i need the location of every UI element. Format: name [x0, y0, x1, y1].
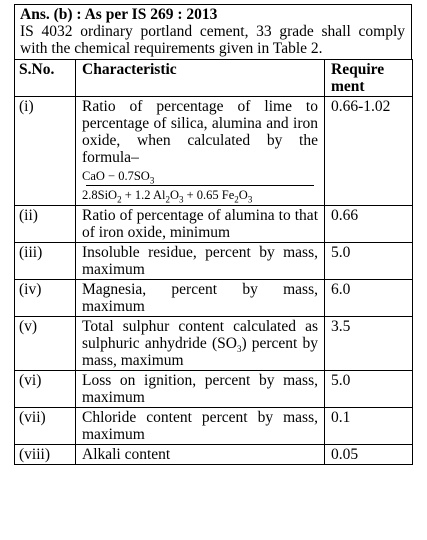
- formula-num-cao: CaO: [82, 169, 105, 183]
- so3-subscript: 3: [236, 344, 242, 355]
- table-row: (viii) Alkali content 0.05: [14, 444, 413, 465]
- row-sno: (v): [14, 316, 76, 371]
- formula-den-sub: 3: [178, 194, 184, 205]
- formula-fraction-bar: [86, 185, 314, 186]
- header-requirement: Require ment: [324, 59, 413, 97]
- header-characteristic: Characteristic: [75, 59, 325, 97]
- formula-num-so3: − 0.7SO: [104, 169, 150, 183]
- table-row: (ii) Ratio of percentage of alumina to t…: [14, 205, 413, 243]
- row-characteristic: Insoluble residue, percent by mass, maxi…: [75, 242, 325, 280]
- table-row: (iv) Magnesia, percent by mass, maximum …: [14, 279, 413, 317]
- row-requirement: 5.0: [324, 242, 413, 280]
- row-characteristic: Ratio of percentage of lime to percentag…: [75, 96, 325, 206]
- row-characteristic-text: Ratio of percentage of lime to percentag…: [82, 98, 318, 166]
- formula-numerator: CaO − 0.7SO3: [82, 169, 318, 185]
- row-requirement: 0.66: [324, 205, 413, 243]
- row-sno: (i): [14, 96, 76, 206]
- answer-block: Ans. (b) : As per IS 269 : 2013 IS 4032 …: [14, 4, 412, 59]
- formula-den-o: O: [238, 188, 248, 202]
- row-sno: (vi): [14, 370, 76, 408]
- row-characteristic: Loss on ignition, percent by mass, maxim…: [75, 370, 325, 408]
- table-row: (iii) Insoluble residue, percent by mass…: [14, 242, 413, 280]
- formula-denominator: 2.8SiO2 + 1.2 Al2O3 + 0.65 Fe2O3: [82, 186, 318, 205]
- formula-den-al: + 1.2 Al: [121, 188, 166, 202]
- formula-den-fe: + 0.65 Fe: [183, 188, 235, 202]
- formula-den-sub: 3: [247, 194, 253, 205]
- row-requirement: 0.05: [324, 444, 413, 465]
- formula-den-sub: 2: [165, 194, 170, 205]
- formula-den-sio2: 2.8SiO: [82, 188, 118, 202]
- row-characteristic: Magnesia, percent by mass, maximum: [75, 279, 325, 317]
- table-header-row: S.No. Characteristic Require ment: [14, 59, 413, 97]
- row-requirement: 6.0: [324, 279, 413, 317]
- row-requirement: 0.66-1.02: [324, 96, 413, 206]
- row-requirement: 5.0: [324, 370, 413, 408]
- lime-ratio-formula: CaO − 0.7SO3 2.8SiO2 + 1.2 Al2O3 + 0.65 …: [82, 169, 318, 205]
- formula-den-o: O: [169, 188, 179, 202]
- row-characteristic: Alkali content: [75, 444, 325, 465]
- formula-den-sub: 2: [234, 194, 239, 205]
- table-row: (vi) Loss on ignition, percent by mass, …: [14, 370, 413, 408]
- header-sno: S.No.: [14, 59, 76, 97]
- table-row: (vii) Chloride content percent by mass, …: [14, 407, 413, 445]
- intro-text: IS 4032 ordinary portland cement, 33 gra…: [20, 23, 405, 57]
- row-sno: (iii): [14, 242, 76, 280]
- row-characteristic: Chloride content percent by mass, maximu…: [75, 407, 325, 445]
- formula-den-sub: 2: [117, 194, 122, 205]
- row-requirement: 3.5: [324, 316, 413, 371]
- row-sno: (viii): [14, 444, 76, 465]
- row-sno: (iv): [14, 279, 76, 317]
- row-characteristic: Ratio of percentage of alumina to that o…: [75, 205, 325, 243]
- answer-label: Ans. (b) : As per IS 269 : 2013: [20, 6, 218, 23]
- row-characteristic-text: ) percent by mass, maximum: [82, 335, 318, 369]
- table-row: (v) Total sulphur content calculated as …: [14, 316, 413, 371]
- row-characteristic: Total sulphur content calculated as sulp…: [75, 316, 325, 371]
- row-characteristic-text: Total sulphur content calculated as sulp…: [82, 318, 318, 352]
- row-sno: (ii): [14, 205, 76, 243]
- row-requirement: 0.1: [324, 407, 413, 445]
- document: Ans. (b) : As per IS 269 : 2013 IS 4032 …: [14, 4, 413, 465]
- formula-num-sub: 3: [149, 175, 155, 186]
- row-sno: (vii): [14, 407, 76, 445]
- table-row: (i) Ratio of percentage of lime to perce…: [14, 96, 413, 206]
- requirements-table: S.No. Characteristic Require ment (i) Ra…: [14, 59, 413, 465]
